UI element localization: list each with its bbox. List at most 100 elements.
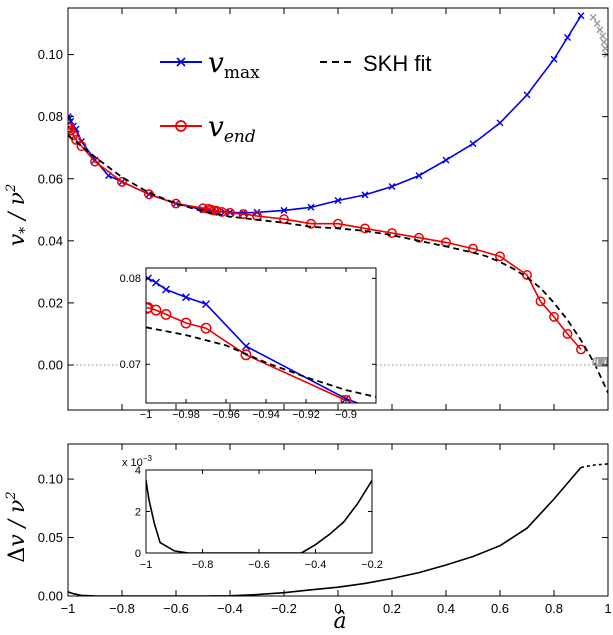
main-vend-point	[171, 198, 181, 209]
inset-main-x-tick-label: −0.94	[252, 409, 280, 421]
main-vend-point	[495, 251, 505, 262]
inset-main-vmax-point	[182, 293, 190, 302]
main-vend-point	[279, 214, 289, 225]
bottom-x-tick-label: −0.6	[163, 601, 189, 616]
bottom-x-tick-label: 0	[334, 601, 341, 616]
bottom-dv_beyond-line	[580, 463, 608, 469]
main-vend_beyond-point	[594, 356, 605, 367]
main-vmax-point	[442, 156, 450, 164]
inset-bottom-x-tick-label: −0.4	[305, 559, 327, 571]
inset-main-y-tick-label: 0.08	[120, 273, 141, 285]
inset-bottom-dv-line	[146, 479, 372, 553]
legend-vmax-label: vmax	[208, 46, 260, 83]
main-vend-point	[387, 228, 397, 239]
inset-main-x-tick-label: −0.98	[172, 409, 200, 421]
bottom-x-tick-label: −0.4	[217, 601, 243, 616]
main-vend-point	[211, 205, 222, 216]
inset-main-vend-point	[150, 304, 162, 316]
main-vend-point	[549, 311, 559, 322]
inset-main-vmax-point	[152, 278, 160, 287]
inset-main-vmax-point	[162, 285, 170, 294]
main-vend-point	[360, 223, 370, 234]
bottom-x-tick-label: −1	[61, 601, 76, 616]
main-vmax_beyond-point	[601, 44, 608, 52]
bottom-x-axis-label: â	[333, 609, 346, 634]
main-vend-point	[238, 209, 249, 220]
main-skh-line	[68, 134, 608, 394]
inset-main-vend-line	[146, 306, 347, 402]
inset-bottom-scale-label: x 10−3	[122, 454, 152, 469]
main-y-tick-label: 0.00	[38, 358, 63, 373]
bottom-x-tick-label: 0.2	[383, 601, 401, 616]
inset-main-vend-point	[160, 308, 172, 320]
inset-bottom-x-tick-label: −0.6	[248, 559, 270, 571]
inset-main-y-tick-label: 0.07	[120, 359, 141, 371]
main-vmax-point	[523, 91, 531, 99]
main-vmax-point	[388, 182, 396, 190]
main-vend-point	[562, 328, 573, 339]
main-y-tick-label: 0.08	[38, 109, 63, 124]
bottom-x-tick-label: −0.2	[271, 601, 297, 616]
legend-vend-label: vend	[208, 110, 256, 147]
bottom-y-axis-label: Δv / ν2	[4, 491, 30, 562]
main-vmax_beyond-point	[593, 20, 601, 28]
main-vend-point	[117, 176, 127, 187]
inset-main-chart: −1 −0.98 −0.96 −0.94 −0.92 −0.9 0.07 0.08	[120, 267, 377, 421]
inset-bottom-x-tick-label: −0.2	[361, 559, 383, 571]
main-y-tick-label: 0.06	[38, 171, 63, 186]
inset-main-series-group	[146, 274, 376, 403]
main-vmax-point	[577, 12, 585, 20]
bottom-y-tick-label: 0.10	[38, 472, 63, 487]
inset-main-vend-point	[180, 317, 192, 329]
inset-bottom-background	[118, 470, 372, 555]
inset-bottom-y-tick-label: 0	[135, 548, 141, 560]
main-vend-point	[576, 344, 586, 355]
main-vmax_beyond-point	[589, 13, 597, 21]
main-vmax-point	[334, 196, 342, 204]
inset-main-vend-point	[340, 394, 352, 403]
main-vmax-point	[307, 203, 315, 211]
inset-bottom-chart: −1 −0.8 −0.6 −0.4 −0.2 0 2 4	[135, 465, 383, 571]
inset-main-x-tick-label: −0.92	[292, 409, 320, 421]
bottom-x-tick-label: 0.4	[437, 601, 455, 616]
inset-main-vend-point	[240, 349, 252, 361]
main-vmax_beyond-point	[599, 32, 607, 40]
main-vend-point	[535, 296, 546, 307]
bottom-y-tick-label: 0.05	[38, 530, 63, 545]
main-vend-point	[306, 218, 316, 229]
bottom-x-tick-label: 1	[604, 601, 611, 616]
main-y-tick-label: 0.10	[38, 47, 63, 62]
inset-main-vmax-point	[202, 300, 210, 309]
main-vend_beyond-point	[601, 356, 608, 367]
bottom-x-tick-label: 0.6	[491, 601, 509, 616]
inset-main-x-tick-label: −0.9	[335, 409, 357, 421]
inset-main-vmax-point	[242, 342, 250, 351]
main-vend-point	[414, 232, 424, 243]
main-vmax-point	[280, 206, 288, 214]
main-y-tick-label: 0.02	[38, 295, 63, 310]
main-vmax_beyond-point	[600, 38, 608, 46]
inset-bottom-series-group	[146, 479, 372, 553]
main-vmax-line	[68, 15, 582, 214]
inset-main-x-tick-label: −1	[140, 409, 153, 421]
inset-main-skh-line	[146, 326, 376, 398]
legend: vmax SKH fit vend	[160, 46, 431, 147]
legend-vmax-marker	[176, 57, 186, 67]
inset-bottom-x-tick-label: −0.8	[192, 559, 214, 571]
inset-main-vend-point	[200, 322, 212, 334]
main-series-group	[68, 12, 608, 394]
inset-main-x-tick-label: −0.96	[212, 409, 240, 421]
main-vmax-point	[564, 33, 571, 41]
main-y-tick-label: 0.04	[38, 233, 63, 248]
bottom-chart: −1 −0.8 −0.6 −0.4 −0.2 0 0.2 0.4 0.6 0.8 1 0.00 0.05…	[38, 443, 612, 616]
legend-skh-label: SKH fit	[363, 51, 431, 76]
main-vend-line	[68, 126, 582, 351]
main-y-axis-label: v* / ν2	[4, 184, 33, 247]
bottom-x-tick-label: 0.8	[545, 601, 563, 616]
main-vmax-point	[361, 191, 369, 199]
bottom-y-tick-label: 0.00	[38, 589, 63, 604]
inset-bottom-y-tick-label: 4	[135, 465, 141, 477]
main-vmax-point	[469, 140, 477, 148]
main-vmax-point	[496, 119, 504, 127]
